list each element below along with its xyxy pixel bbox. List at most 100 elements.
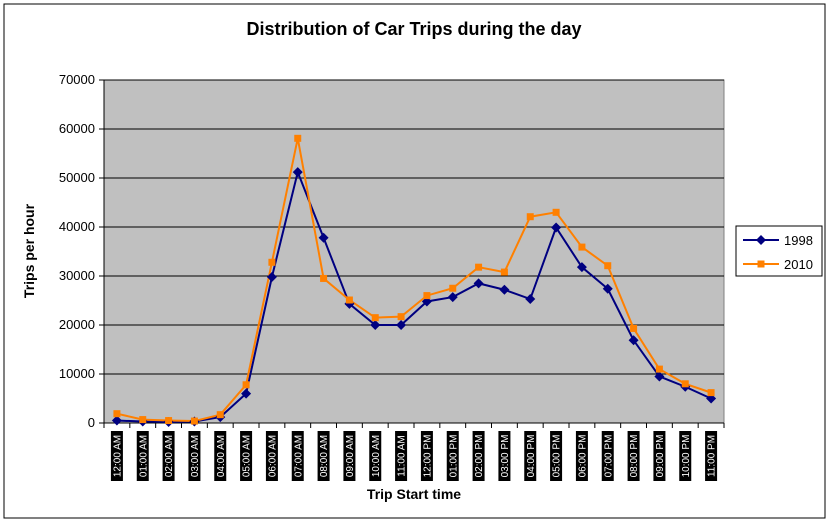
y-tick-label: 10000: [59, 366, 95, 381]
x-tick-label-text: 09:00 PM: [655, 435, 666, 478]
x-tick-label-bg: [524, 431, 537, 481]
x-tick-label-text: 01:00 PM: [448, 435, 459, 478]
data-point-2010: [242, 381, 250, 389]
x-tick-label-bg: [446, 431, 459, 481]
data-point-2010: [320, 274, 328, 282]
chart-title: Distribution of Car Trips during the day: [246, 19, 581, 39]
data-point-1998: [602, 283, 613, 294]
y-tick-label: 40000: [59, 219, 95, 234]
x-tick-label-text: 08:00 AM: [319, 435, 330, 477]
data-point-2010: [216, 411, 224, 419]
x-tick-label: 01:00 PM: [446, 431, 459, 481]
data-point-1998: [576, 262, 587, 273]
legend-label: 1998: [784, 233, 813, 248]
plot-area: [103, 79, 725, 424]
gridlines: [104, 79, 724, 375]
legend-marker: [756, 235, 766, 245]
x-tick-label-bg: [240, 431, 253, 481]
x-tick-label: 08:00 PM: [627, 431, 640, 481]
y-tick-label: 30000: [59, 268, 95, 283]
x-tick-label-bg: [265, 431, 278, 481]
data-point-1998: [473, 278, 484, 289]
series-line-1998: [116, 168, 712, 424]
x-tick-label: 11:00 PM: [705, 431, 718, 481]
x-tick-label: 12:00 AM: [110, 431, 123, 481]
data-point-1998: [628, 335, 639, 346]
data-point-2010: [655, 365, 663, 373]
data-point-2010: [165, 417, 173, 425]
x-tick-label: 07:00 PM: [601, 431, 614, 481]
x-tick-label: 01:00 AM: [136, 431, 149, 481]
y-tick-label: 0: [88, 415, 95, 430]
data-point-1998: [447, 292, 458, 303]
x-tick-label-bg: [110, 431, 123, 481]
x-tick-label: 02:00 AM: [162, 431, 175, 481]
x-tick-label-bg: [369, 431, 382, 481]
data-point-2010: [190, 417, 198, 425]
data-point-1998: [241, 388, 252, 399]
x-tick-label-bg: [627, 431, 640, 481]
x-tick-label: 09:00 AM: [343, 431, 356, 481]
data-point-2010: [345, 296, 353, 304]
x-tick-label: 03:00 PM: [498, 431, 511, 481]
data-point-2010: [139, 416, 147, 424]
series-line-2010: [116, 138, 712, 423]
x-tick-label: 05:00 PM: [550, 431, 563, 481]
data-point-1998: [266, 271, 277, 282]
y-axis-title: Trips per hour: [21, 203, 37, 298]
x-tick-label: 11:00 AM: [395, 431, 408, 481]
x-tick-label-bg: [575, 431, 588, 481]
y-tick-label: 60000: [59, 121, 95, 136]
x-tick-label-bg: [343, 431, 356, 481]
data-point-2010: [707, 389, 715, 397]
x-tick-label-bg: [679, 431, 692, 481]
data-point-2010: [449, 284, 457, 292]
data-point-2010: [113, 410, 121, 418]
x-tick-label-bg: [291, 431, 304, 481]
data-point-2010: [578, 243, 586, 251]
data-point-1998: [499, 284, 510, 295]
x-tick-label: 06:00 AM: [265, 431, 278, 481]
x-tick-label-text: 03:00 AM: [190, 435, 201, 477]
x-tick-label-bg: [395, 431, 408, 481]
x-tick-label-bg: [162, 431, 175, 481]
x-tick-label-text: 04:00 AM: [216, 435, 227, 477]
x-axis-ticks: 12:00 AM 01:00 AM 02:00 AM 03:00 AM 04:00 AM…: [103, 422, 725, 481]
data-point-1998: [111, 415, 122, 426]
x-tick-label-text: 10:00 PM: [681, 435, 692, 478]
x-tick-label-bg: [498, 431, 511, 481]
y-axis-ticks: 0 10000 20000 30000 40000 50000 60000 70000: [59, 72, 105, 430]
data-point-2010: [630, 324, 638, 332]
x-tick-label-text: 02:00 PM: [474, 435, 485, 478]
x-tick-label-text: 03:00 PM: [500, 435, 511, 478]
legend-label: 2010: [784, 257, 813, 272]
x-tick-label-text: 02:00 AM: [164, 435, 175, 477]
x-tick-label: 04:00 PM: [524, 431, 537, 481]
x-tick-label: 06:00 PM: [575, 431, 588, 481]
x-tick-label: 07:00 AM: [291, 431, 304, 481]
x-tick-label-bg: [317, 431, 330, 481]
legend: 1998 2010: [735, 225, 823, 277]
legend-marker: [757, 260, 765, 268]
x-tick-label-text: 12:00 PM: [422, 435, 433, 478]
x-tick-label-bg: [472, 431, 485, 481]
x-tick-label-text: 06:00 PM: [577, 435, 588, 478]
data-point-2010: [371, 314, 379, 322]
x-tick-label-text: 01:00 AM: [138, 435, 149, 477]
x-tick-label-text: 10:00 AM: [371, 435, 382, 477]
x-tick-label-bg: [188, 431, 201, 481]
x-tick-label-text: 12:00 AM: [112, 435, 123, 477]
x-tick-label-text: 06:00 AM: [267, 435, 278, 477]
data-point-2010: [526, 213, 534, 221]
data-point-2010: [268, 258, 276, 266]
x-tick-label-text: 11:00 PM: [707, 435, 718, 477]
data-point-1998: [654, 371, 665, 382]
x-tick-label-bg: [550, 431, 563, 481]
y-tick-label: 20000: [59, 317, 95, 332]
data-point-1998: [292, 167, 303, 178]
x-tick-label: 08:00 AM: [317, 431, 330, 481]
x-tick-label: 10:00 PM: [679, 431, 692, 481]
data-point-1998: [370, 320, 381, 330]
